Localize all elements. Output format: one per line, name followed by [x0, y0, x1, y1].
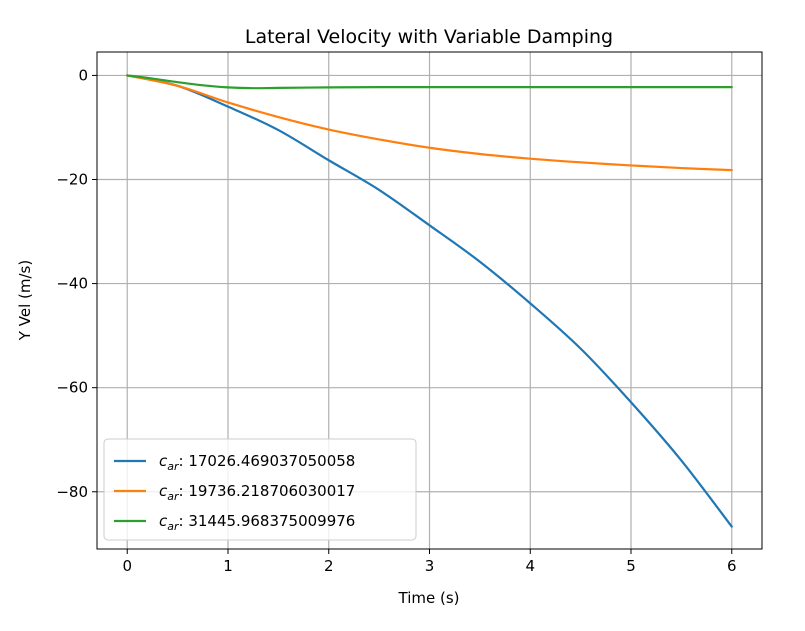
legend-value: : 19736.218706030017: [179, 482, 356, 500]
x-axis-label: Time (s): [398, 589, 460, 607]
legend-entry-2: car: 19736.218706030017: [159, 482, 355, 503]
legend-value: : 31445.968375009976: [179, 512, 356, 530]
axis-ticks: 0 1 2 3 4 5 6 0 −20 −40 −60 −80: [56, 66, 736, 575]
y-tick-label: −40: [56, 275, 88, 293]
legend-symbol: c: [159, 452, 168, 470]
y-tick-label: −60: [56, 379, 88, 397]
x-tick-label: 1: [223, 557, 233, 575]
x-tick-label: 2: [324, 557, 334, 575]
legend-subscript: ar: [167, 490, 180, 503]
y-tick-label: 0: [78, 66, 88, 84]
x-tick-label: 6: [727, 557, 737, 575]
legend-symbol: c: [159, 512, 168, 530]
series-lines: [126, 74, 733, 528]
series-line-1: [126, 74, 733, 528]
series-line-3: [126, 74, 733, 90]
x-tick-label: 0: [122, 557, 132, 575]
y-tick-label: −20: [56, 171, 88, 189]
legend-subscript: ar: [167, 460, 180, 473]
x-tick-label: 5: [626, 557, 636, 575]
x-tick-label: 4: [525, 557, 535, 575]
legend-box: [103, 438, 417, 541]
legend-symbol: c: [159, 482, 168, 500]
y-axis-label: Y Vel (m/s): [16, 260, 34, 341]
legend-subscript: ar: [167, 520, 180, 533]
legend-value: : 17026.469037050058: [179, 452, 356, 470]
chart-title: Lateral Velocity with Variable Damping: [245, 26, 613, 48]
x-tick-label: 3: [425, 557, 435, 575]
y-tick-label: −80: [56, 483, 88, 501]
series-line-2: [126, 74, 733, 172]
legend-entry-1: car: 17026.469037050058: [159, 452, 355, 473]
legend-entry-3: car: 31445.968375009976: [159, 512, 355, 533]
